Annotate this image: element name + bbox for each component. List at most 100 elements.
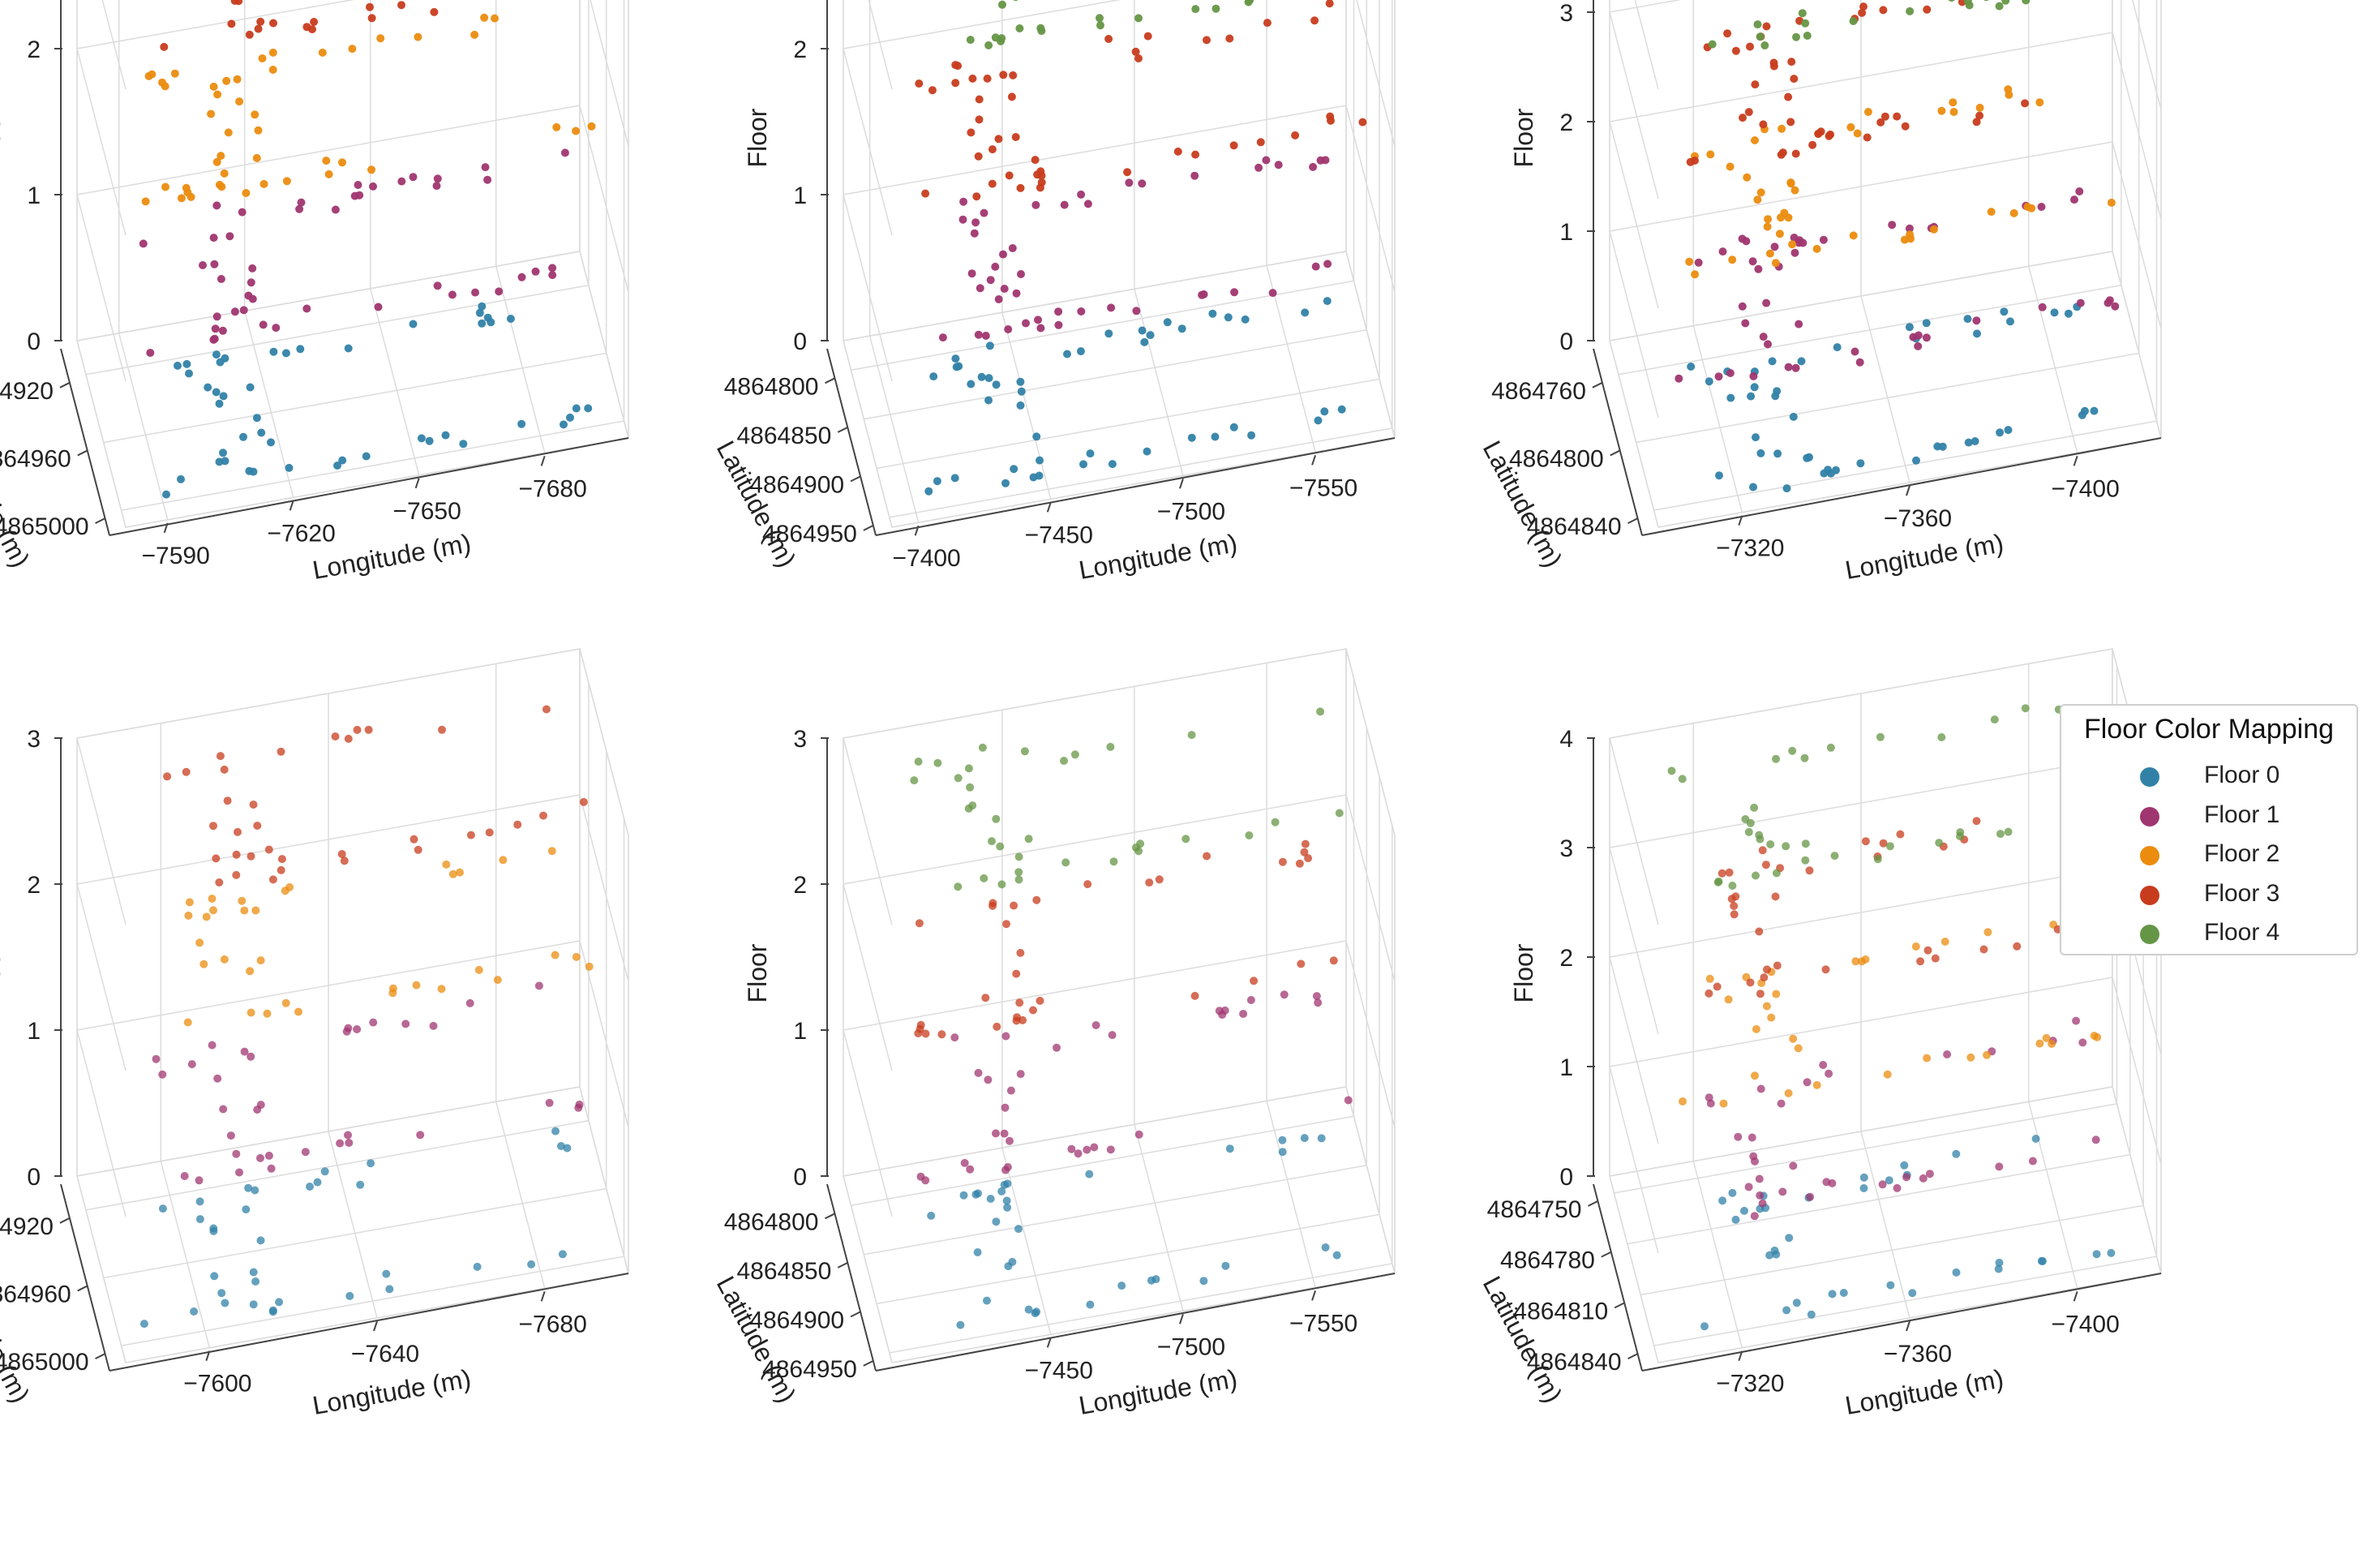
data-point-floor-0 [572,404,581,413]
data-point-floor-2 [1923,1054,1932,1063]
data-point-floor-4 [980,874,988,882]
y-tick [837,426,848,433]
data-point-floor-0 [246,383,255,392]
data-point-floor-1 [209,234,218,243]
data-point-floor-2 [187,192,195,201]
data-point-floor-1 [2078,1038,2087,1047]
data-point-floor-0 [2039,1257,2047,1265]
data-point-floor-1 [916,1172,925,1181]
data-point-floor-2 [1777,124,1786,133]
data-point-floor-4 [1014,868,1023,877]
y-tick-label: 4864800 [724,1209,819,1235]
data-point-floor-4 [1667,766,1676,775]
data-point-floor-0 [1765,1251,1774,1260]
data-point-floor-4 [997,36,1006,45]
data-point-floor-1 [336,1139,345,1148]
data-point-floor-3 [1123,168,1132,177]
data-point-floor-4 [1245,831,1254,839]
data-point-floor-4 [998,0,1006,9]
data-point-floor-3 [1826,130,1835,139]
data-point-floor-4 [996,842,1005,851]
x-tick-label: −7320 [1716,1371,1784,1397]
data-point-floor-1 [575,1100,584,1109]
data-point-floor-3 [1808,140,1817,149]
data-point-floor-3 [1011,133,1020,141]
x-gridline [495,0,546,453]
data-point-floor-2 [1679,1097,1687,1105]
data-point-floor-0 [1010,465,1018,474]
data-point-floor-1 [2070,195,2078,204]
z-tick-label: 1 [793,182,807,209]
data-point-floor-0 [256,1236,265,1245]
data-point-floor-2 [1853,129,1862,138]
data-point-floor-4 [1070,750,1079,759]
data-point-floor-0 [362,452,371,461]
data-point-floor-2 [318,48,327,57]
data-point-floor-1 [354,181,362,189]
data-point-floor-4 [1136,839,1145,848]
data-point-floor-2 [182,183,191,192]
data-point-floor-0 [1922,319,1931,328]
data-point-floor-0 [1886,1281,1895,1290]
data-point-floor-0 [933,477,941,486]
data-point-floor-1 [195,1176,204,1185]
y-gridline [864,727,1368,1256]
data-point-floor-1 [345,1139,354,1147]
data-point-floor-0 [1085,1170,1094,1178]
data-point-floor-1 [1274,161,1283,170]
data-point-floor-2 [1983,928,1992,937]
data-point-floor-2 [170,69,179,78]
data-point-floor-0 [212,388,221,397]
data-point-floor-2 [2042,1033,2051,1042]
data-point-floor-2 [1794,1044,1803,1053]
data-point-floor-3 [1191,150,1200,159]
data-point-floor-2 [1743,173,1752,182]
data-point-floor-4 [914,758,923,766]
z-tick-label: 0 [27,1164,41,1191]
data-point-floor-1 [1718,247,1727,256]
data-point-floor-0 [1117,1282,1126,1290]
data-point-floor-0 [1229,423,1238,431]
data-point-floor-3 [1923,5,1932,14]
y-tick [863,525,874,531]
data-point-floor-3 [1901,122,1910,131]
data-point-floor-1 [1850,347,1859,356]
data-point-floor-3 [1010,901,1018,910]
data-point-floor-3 [1814,130,1823,139]
data-point-floor-4 [1096,14,1104,23]
data-point-floor-1 [267,1164,276,1173]
subplot-4: Test - Building 10123Floor−7450−7500−755… [711,648,1396,1420]
z-gridline [843,648,1396,925]
legend-label: Floor 1 [2204,801,2280,828]
data-point-floor-0 [563,1144,572,1153]
data-point-floor-1 [248,294,257,303]
data-point-floor-3 [1007,92,1016,101]
data-point-floor-3 [227,19,236,28]
data-point-floor-0 [1008,1257,1017,1266]
data-point-floor-4 [1963,0,1972,6]
data-point-floor-1 [272,324,281,333]
x-axis-line [109,437,629,536]
data-point-floor-3 [264,845,273,854]
data-point-floor-3 [1880,112,1889,121]
data-point-floor-0 [1003,1203,1012,1212]
data-point-floor-1 [1001,1103,1010,1112]
data-point-floor-3 [1972,118,1981,127]
data-point-floor-2 [185,898,194,907]
data-point-floor-0 [1973,329,1981,338]
data-point-floor-2 [474,965,483,974]
data-point-floor-0 [268,1307,277,1316]
data-point-floor-0 [1900,1161,1909,1170]
legend-marker [2140,846,2159,865]
y-tick-label: 4864920 [0,1213,54,1240]
data-point-floor-0 [1317,1134,1326,1143]
data-point-floor-4 [1678,775,1687,784]
data-point-floor-1 [211,324,220,333]
data-point-floor-2 [552,122,561,131]
data-point-floor-2 [1937,106,1946,115]
data-point-floor-1 [1280,990,1289,999]
x-gridline [1266,663,1316,1288]
data-point-floor-3 [975,115,984,124]
data-point-floor-2 [1789,1034,1798,1043]
